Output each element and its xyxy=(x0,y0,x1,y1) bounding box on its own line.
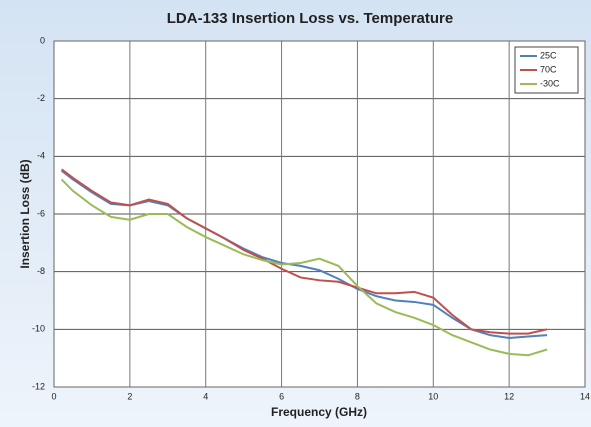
series-line xyxy=(60,168,548,335)
x-axis-label: Frequency (GHz) xyxy=(271,405,367,419)
x-tick-label: 14 xyxy=(580,391,590,401)
y-tick-label: -6 xyxy=(37,208,45,218)
y-tick-label: 0 xyxy=(40,35,45,45)
legend-label: 25C xyxy=(540,50,557,60)
x-tick-label: 10 xyxy=(428,391,438,401)
x-tick-label: 12 xyxy=(504,391,514,401)
y-tick-label: -8 xyxy=(37,266,45,276)
x-tick-label: 8 xyxy=(355,391,360,401)
legend-label: 70C xyxy=(540,64,557,74)
x-tick-label: 6 xyxy=(279,391,284,401)
series-line xyxy=(60,178,548,357)
y-tick-label: -10 xyxy=(32,324,45,334)
y-tick-label: -4 xyxy=(37,151,45,161)
y-axis-label: Insertion Loss (dB) xyxy=(18,159,32,268)
x-tick-label: 0 xyxy=(51,391,56,401)
chart-title: LDA-133 Insertion Loss vs. Temperature xyxy=(167,10,453,27)
y-tick-label: -2 xyxy=(37,93,45,103)
legend-label: -30C xyxy=(540,78,560,88)
y-tick-label: -12 xyxy=(32,381,45,391)
x-tick-label: 2 xyxy=(127,391,132,401)
plot-border xyxy=(53,40,586,388)
x-tick-label: 4 xyxy=(203,391,208,401)
